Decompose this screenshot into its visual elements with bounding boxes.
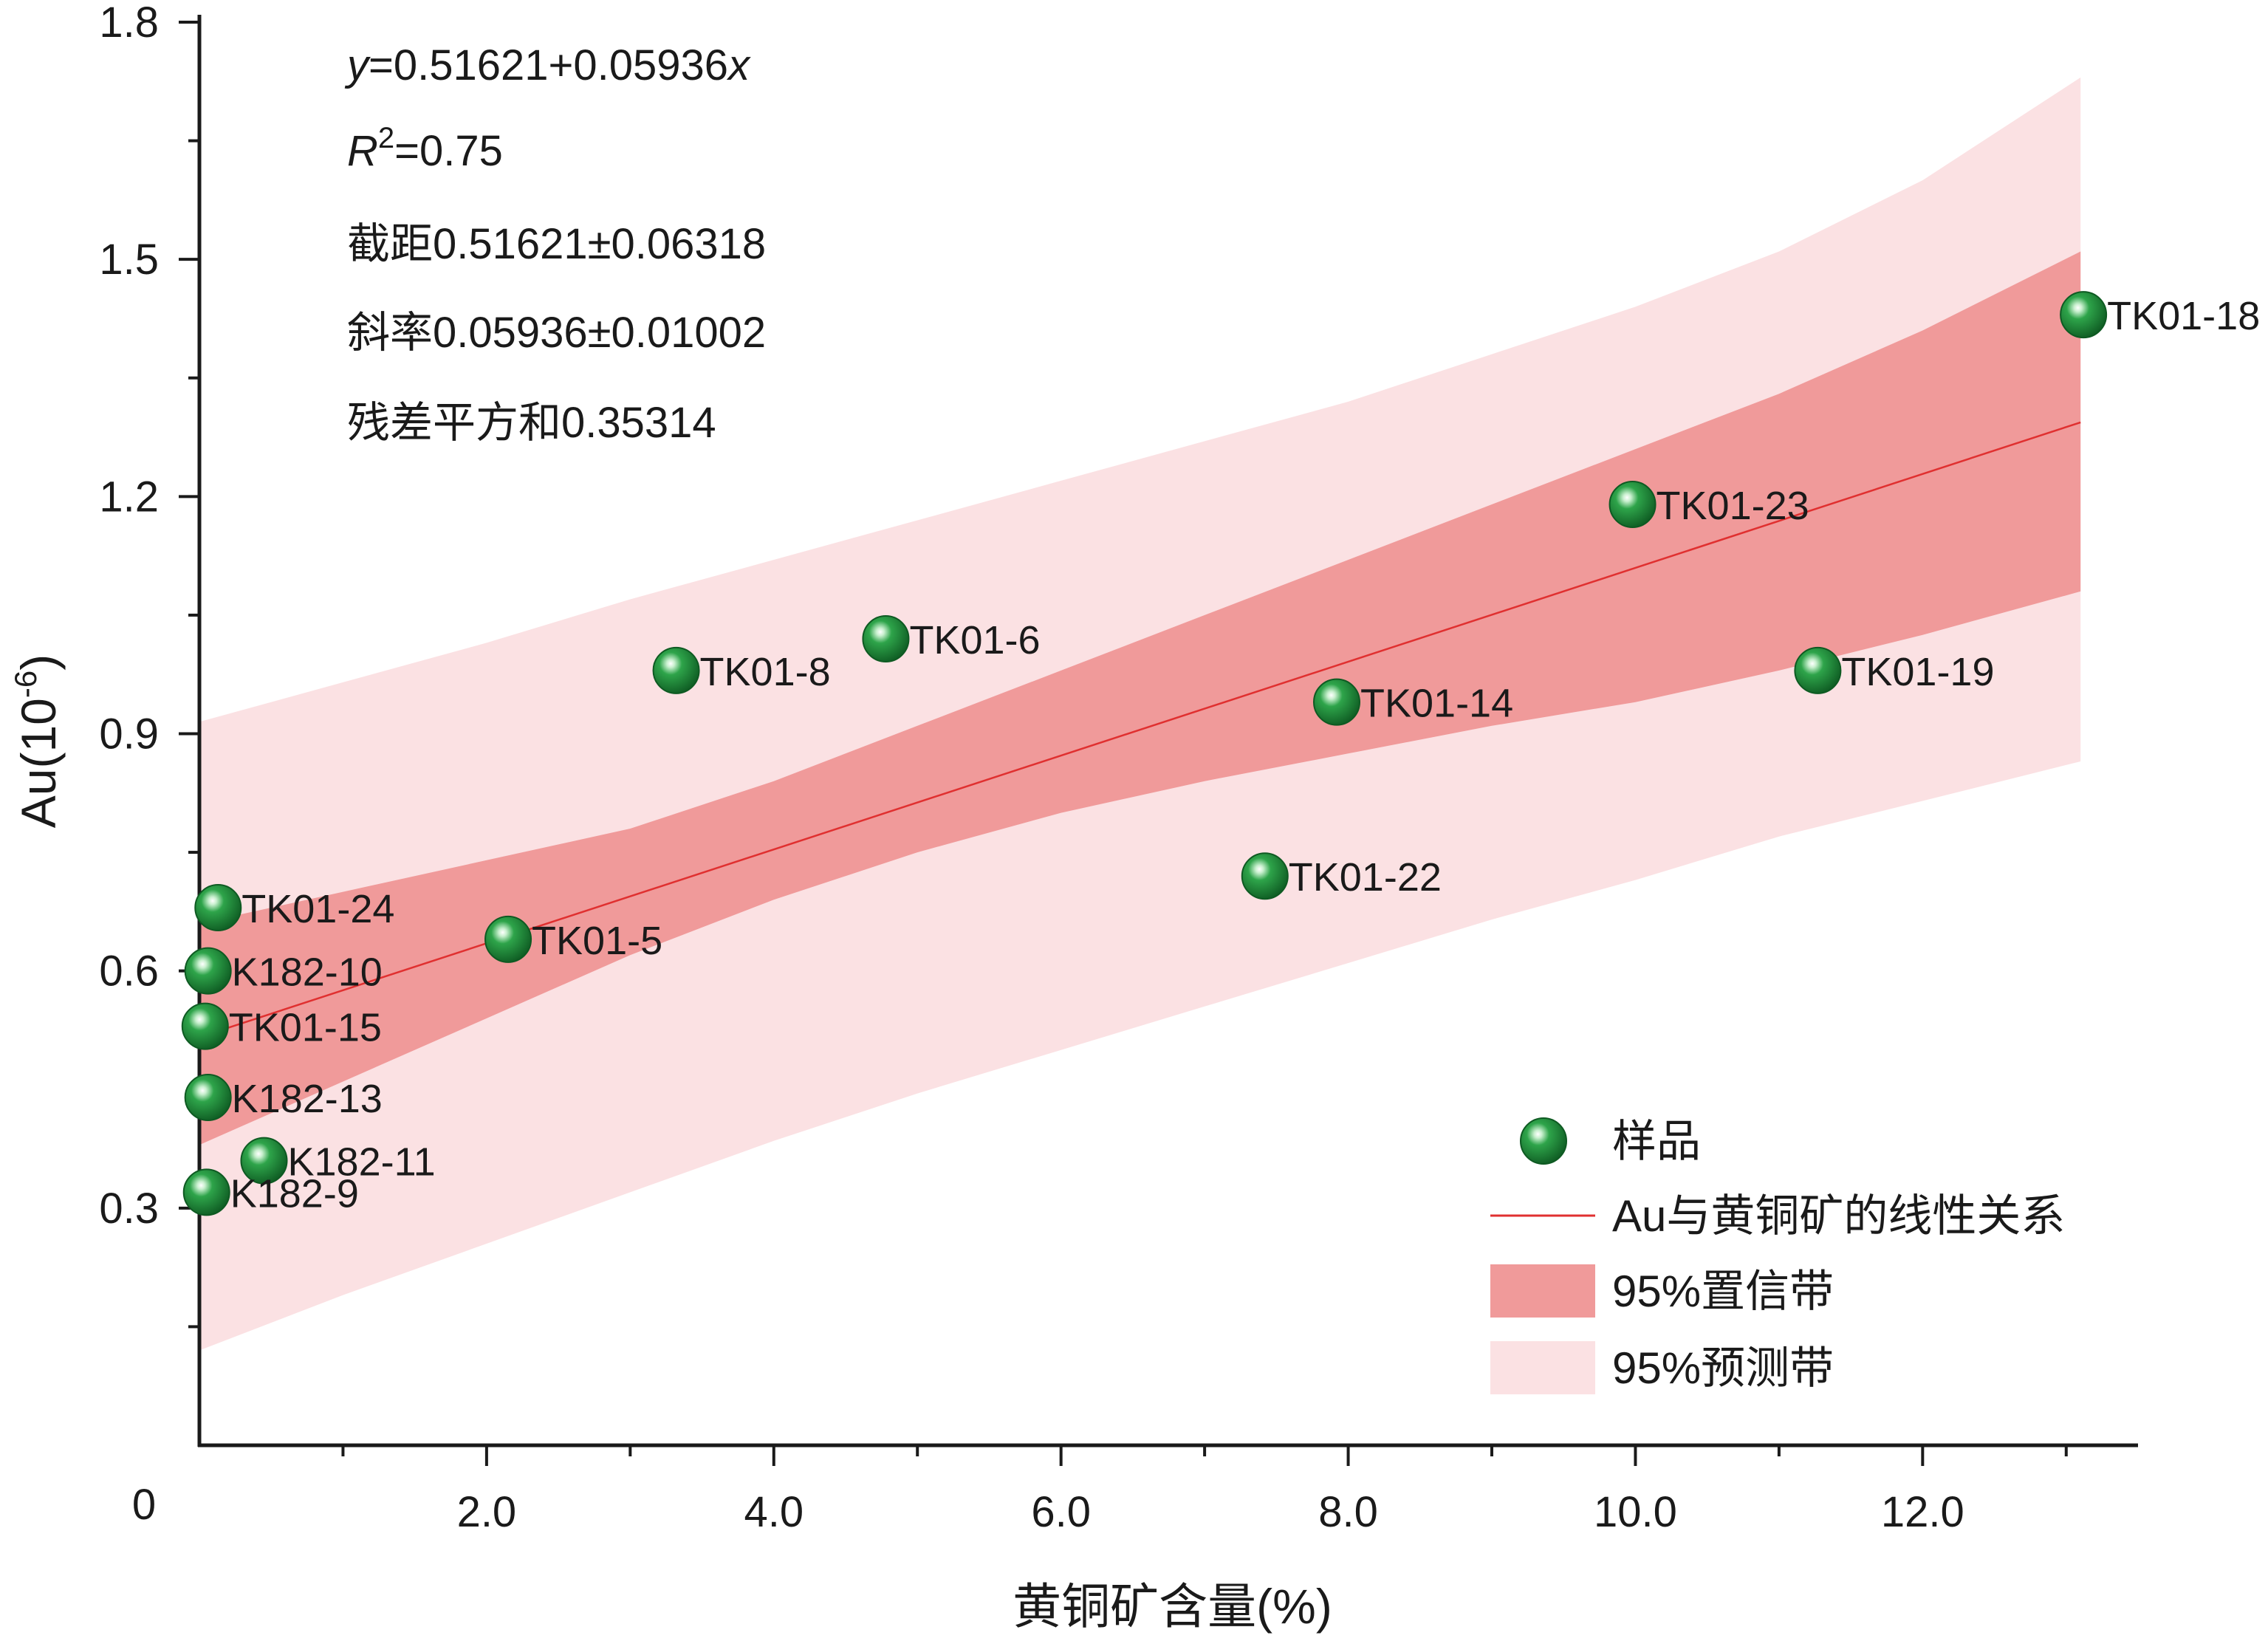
point-label: K182-9 [230, 1171, 359, 1216]
point-label: K182-11 [288, 1140, 436, 1185]
y-tick-label: 0.9 [99, 710, 159, 758]
data-point: TK01-5 [484, 915, 662, 963]
stats-line: 残差平方和0.35314 [347, 399, 716, 447]
bands-layer [199, 77, 2081, 1351]
data-point: K182-13 [184, 1073, 383, 1121]
point-marker [2060, 291, 2108, 339]
legend-label: 95%预测带 [1612, 1343, 1834, 1393]
data-point: TK01-22 [1241, 852, 1442, 900]
points-layer: TK01-18 TK01-23 TK01-19 TK01-14 TK01-6 TK01-8… [181, 291, 2260, 1216]
stats-line: 斜率0.05936±0.01002 [347, 309, 766, 357]
point-marker [1609, 481, 1657, 529]
point-marker [194, 884, 242, 932]
x-tick-label: 4.0 [744, 1488, 804, 1536]
legend-label: Au与黄铜矿的线性关系 [1612, 1191, 2065, 1241]
legend-item: 样品 [1520, 1117, 1701, 1166]
legend: 样品 Au与黄铜矿的线性关系 95%置信带 95%预测带 [1490, 1117, 2065, 1394]
x-tick-label: 6.0 [1031, 1488, 1091, 1536]
data-point: TK01-18 [2060, 291, 2260, 339]
y-tick-label: 0.6 [99, 948, 159, 996]
confidence-band [199, 251, 2081, 1145]
legend-label: 95%置信带 [1612, 1267, 1834, 1316]
point-label: TK01-19 [1841, 650, 1994, 694]
legend-confidence-swatch [1490, 1264, 1595, 1318]
data-point: TK01-15 [181, 1002, 382, 1050]
point-marker [184, 1073, 232, 1121]
x-tick-label: 12.0 [1881, 1488, 1964, 1536]
point-label: K182-10 [232, 950, 383, 995]
axes-layer: 0.3 0.6 0.9 1.2 1.5 1.8 2.0 4.0 6.0 8.0 10.0 12.0 0 黄… [8, 0, 2138, 1634]
y-tick-label: 1.2 [99, 473, 159, 521]
origin-label: 0 [132, 1481, 156, 1529]
point-marker [240, 1137, 288, 1185]
data-point: K182-10 [184, 947, 383, 995]
point-label: TK01-5 [532, 919, 662, 963]
point-marker [1313, 678, 1360, 726]
point-label: TK01-23 [1657, 484, 1809, 528]
x-tick-label: 8.0 [1318, 1488, 1378, 1536]
point-label: TK01-6 [909, 618, 1040, 662]
stats-line: 截距0.51621±0.06318 [347, 220, 766, 268]
data-point: TK01-8 [652, 646, 831, 694]
data-point: K182-11 [240, 1137, 436, 1185]
legend-item: 95%预测带 [1490, 1341, 1834, 1394]
data-point: K182-9 [182, 1168, 359, 1216]
legend-item: Au与黄铜矿的线性关系 [1490, 1191, 2065, 1241]
point-marker [484, 915, 532, 963]
point-label: K182-13 [232, 1077, 383, 1121]
point-marker [181, 1002, 229, 1050]
point-label: TK01-8 [700, 650, 831, 694]
point-marker [184, 947, 232, 995]
point-marker [862, 615, 910, 663]
legend-marker-swatch [1520, 1117, 1567, 1165]
y-tick-label: 1.8 [99, 0, 159, 47]
point-marker [1794, 646, 1842, 694]
data-point: TK01-6 [862, 615, 1041, 663]
x-axis-title: 黄铜矿含量(%) [1013, 1579, 1332, 1634]
stats-line: R2=0.75 [347, 122, 503, 175]
point-label: TK01-22 [1289, 855, 1442, 900]
point-marker [182, 1168, 230, 1216]
legend-item: 95%置信带 [1490, 1264, 1834, 1318]
y-tick-label: 1.5 [99, 236, 159, 284]
data-point: TK01-19 [1794, 646, 1995, 694]
legend-label: 样品 [1612, 1117, 1701, 1166]
y-tick-label: 0.3 [99, 1185, 159, 1233]
stats-line: y=0.51621+0.05936x [344, 41, 751, 89]
point-label: TK01-15 [229, 1006, 382, 1050]
point-label: TK01-18 [2107, 294, 2260, 338]
point-marker [652, 646, 700, 694]
data-point: TK01-23 [1609, 481, 1809, 529]
point-marker [1241, 852, 1289, 900]
data-point: TK01-24 [194, 884, 394, 932]
data-point: TK01-14 [1313, 678, 1513, 726]
x-tick-label: 2.0 [457, 1488, 517, 1536]
point-label: TK01-24 [241, 887, 394, 931]
x-tick-label: 10.0 [1594, 1488, 1677, 1536]
legend-prediction-swatch [1490, 1341, 1595, 1394]
y-axis-title: Au(10-6) [8, 654, 66, 828]
point-label: TK01-14 [1360, 682, 1513, 726]
stats-annotation: y=0.51621+0.05936x R2=0.75 截距0.51621±0.063… [344, 41, 766, 447]
